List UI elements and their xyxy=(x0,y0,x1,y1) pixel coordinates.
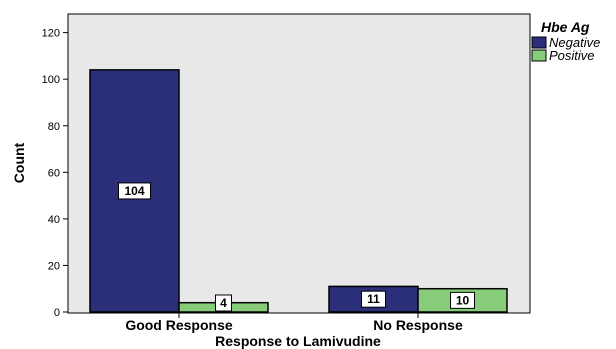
legend-label-negative: Negative xyxy=(549,35,600,50)
y-tick-label: 80 xyxy=(48,121,60,133)
y-tick-label: 100 xyxy=(42,74,60,86)
x-category-label: No Response xyxy=(373,317,463,333)
data-label-box xyxy=(215,294,232,312)
legend-swatch-positive xyxy=(531,49,547,62)
x-axis-title: Response to Lamivudine xyxy=(215,333,381,349)
y-axis-ticks: 0 20 40 60 80 100 120 xyxy=(42,28,68,319)
data-label: 4 xyxy=(220,296,227,310)
data-label-box xyxy=(361,290,386,308)
data-label-box xyxy=(450,291,475,309)
legend-title: Hbe Ag xyxy=(541,19,590,35)
y-tick-label: 120 xyxy=(42,28,60,40)
legend-swatch-negative xyxy=(531,36,547,49)
data-label: 10 xyxy=(456,293,470,307)
data-label: 11 xyxy=(367,292,380,306)
data-label-box xyxy=(118,182,151,200)
data-label: 104 xyxy=(124,184,144,198)
y-axis-title: Count xyxy=(11,142,27,183)
legend-label-positive: Positive xyxy=(549,48,595,63)
y-tick-label: 20 xyxy=(48,260,60,272)
x-category-label: Good Response xyxy=(125,317,233,333)
y-tick-label: 60 xyxy=(48,167,60,179)
y-tick-label: 0 xyxy=(54,307,60,319)
bars: 104 4 11 10 xyxy=(89,69,508,313)
y-tick-label: 40 xyxy=(48,214,60,226)
x-axis-labels: Good Response No Response xyxy=(125,313,463,333)
